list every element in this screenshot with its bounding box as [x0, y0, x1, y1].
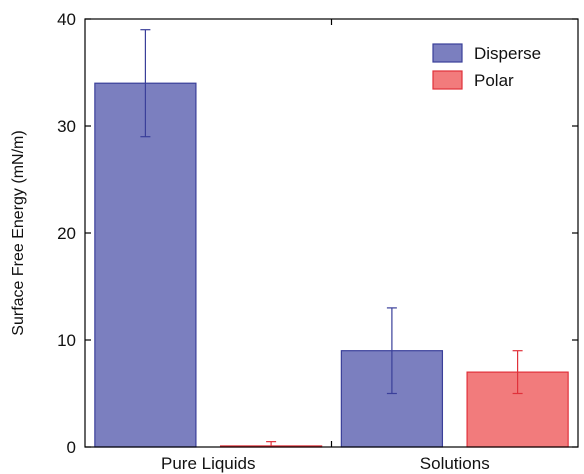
legend-item-polar: Polar — [432, 70, 514, 90]
y-tick-label: 20 — [57, 224, 76, 243]
y-tick-label: 0 — [67, 438, 76, 457]
bar-disperse-2 — [340, 350, 444, 448]
y-tick-label: 10 — [57, 331, 76, 350]
legend-swatch — [432, 70, 463, 90]
error-bar-disperse-2 — [386, 307, 397, 395]
legend-item-disperse: Disperse — [432, 43, 541, 63]
bars-layer — [94, 82, 569, 448]
legend-label: Disperse — [474, 44, 541, 63]
legend-label: Polar — [474, 71, 514, 90]
x-category-label: Pure Liquids — [161, 454, 256, 473]
bar-disperse-1 — [94, 82, 197, 448]
error-bar-disperse-1 — [140, 29, 151, 138]
y-axis-ticks: 0 10 20 30 40 — [57, 10, 578, 457]
y-axis-title: Surface Free Energy (mN/m) — [10, 130, 27, 335]
error-bar-polar-2 — [512, 350, 523, 395]
y-tick-label: 40 — [57, 10, 76, 29]
legend-swatch — [432, 43, 463, 63]
x-category-label: Solutions — [420, 454, 490, 473]
legend: Disperse Polar — [432, 43, 541, 90]
x-axis-ticks: Pure Liquids Solutions — [161, 19, 490, 473]
error-bars-layer — [140, 29, 523, 447]
y-tick-label: 30 — [57, 117, 76, 136]
error-bar-polar-1 — [266, 441, 277, 447]
